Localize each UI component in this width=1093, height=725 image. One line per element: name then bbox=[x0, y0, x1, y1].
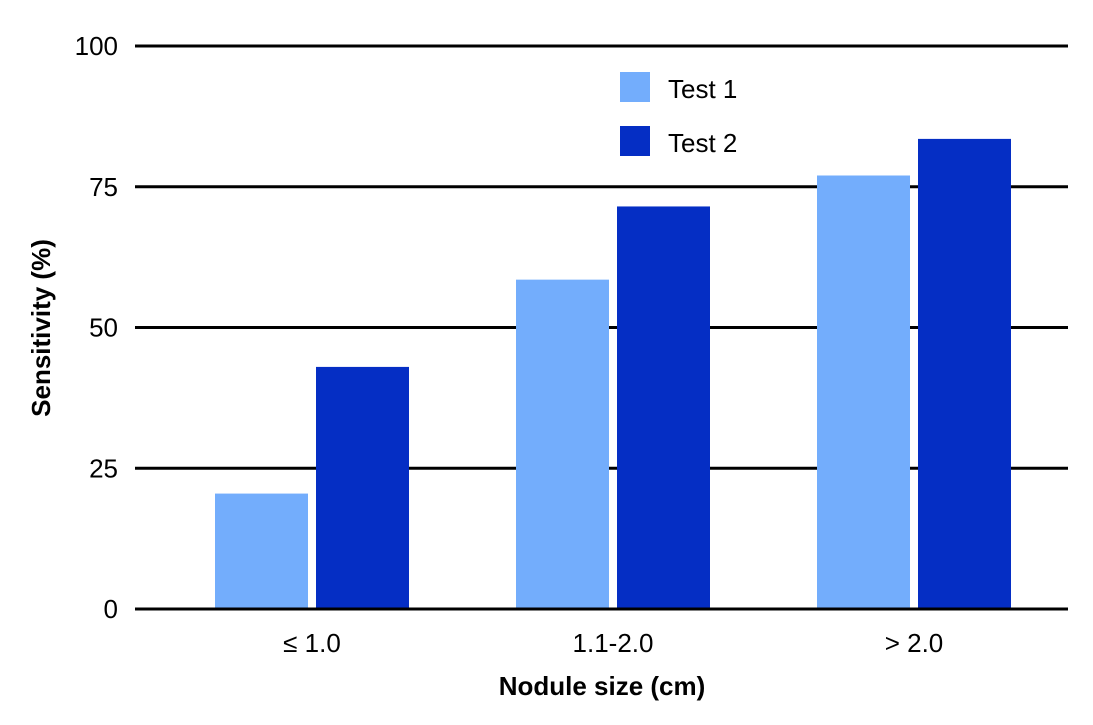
legend-swatch-1 bbox=[620, 72, 650, 102]
y-tick-label: 100 bbox=[75, 31, 118, 61]
bar-test-1-1 bbox=[516, 279, 609, 608]
y-tick-label: 75 bbox=[89, 172, 118, 202]
legend-label: Test 2 bbox=[668, 128, 737, 158]
y-tick-label: 50 bbox=[89, 313, 118, 343]
x-tick-labels: ≤ 1.0 1.1-2.0 > 2.0 bbox=[283, 628, 943, 658]
y-tick-label: 25 bbox=[89, 453, 118, 483]
x-tick-label: ≤ 1.0 bbox=[283, 628, 341, 658]
bar-test-2-1 bbox=[617, 206, 710, 608]
bars bbox=[215, 138, 1011, 608]
y-tick-labels: 0 25 50 75 100 bbox=[75, 31, 118, 624]
legend: Test 1 Test 2 bbox=[620, 72, 737, 158]
x-axis-label: Nodule size (cm) bbox=[499, 671, 706, 701]
x-tick-label: > 2.0 bbox=[885, 628, 944, 658]
x-tick-label: 1.1-2.0 bbox=[573, 628, 654, 658]
y-axis-label: Sensitivity (%) bbox=[26, 239, 56, 417]
legend-label: Test 1 bbox=[668, 74, 737, 104]
bar-test-1-0 bbox=[215, 493, 308, 608]
bar-test-2-0 bbox=[316, 366, 409, 608]
y-tick-label: 0 bbox=[104, 594, 118, 624]
bar-test-2-2 bbox=[918, 138, 1011, 608]
bar-test-1-2 bbox=[817, 175, 910, 608]
legend-swatch-2 bbox=[620, 126, 650, 156]
